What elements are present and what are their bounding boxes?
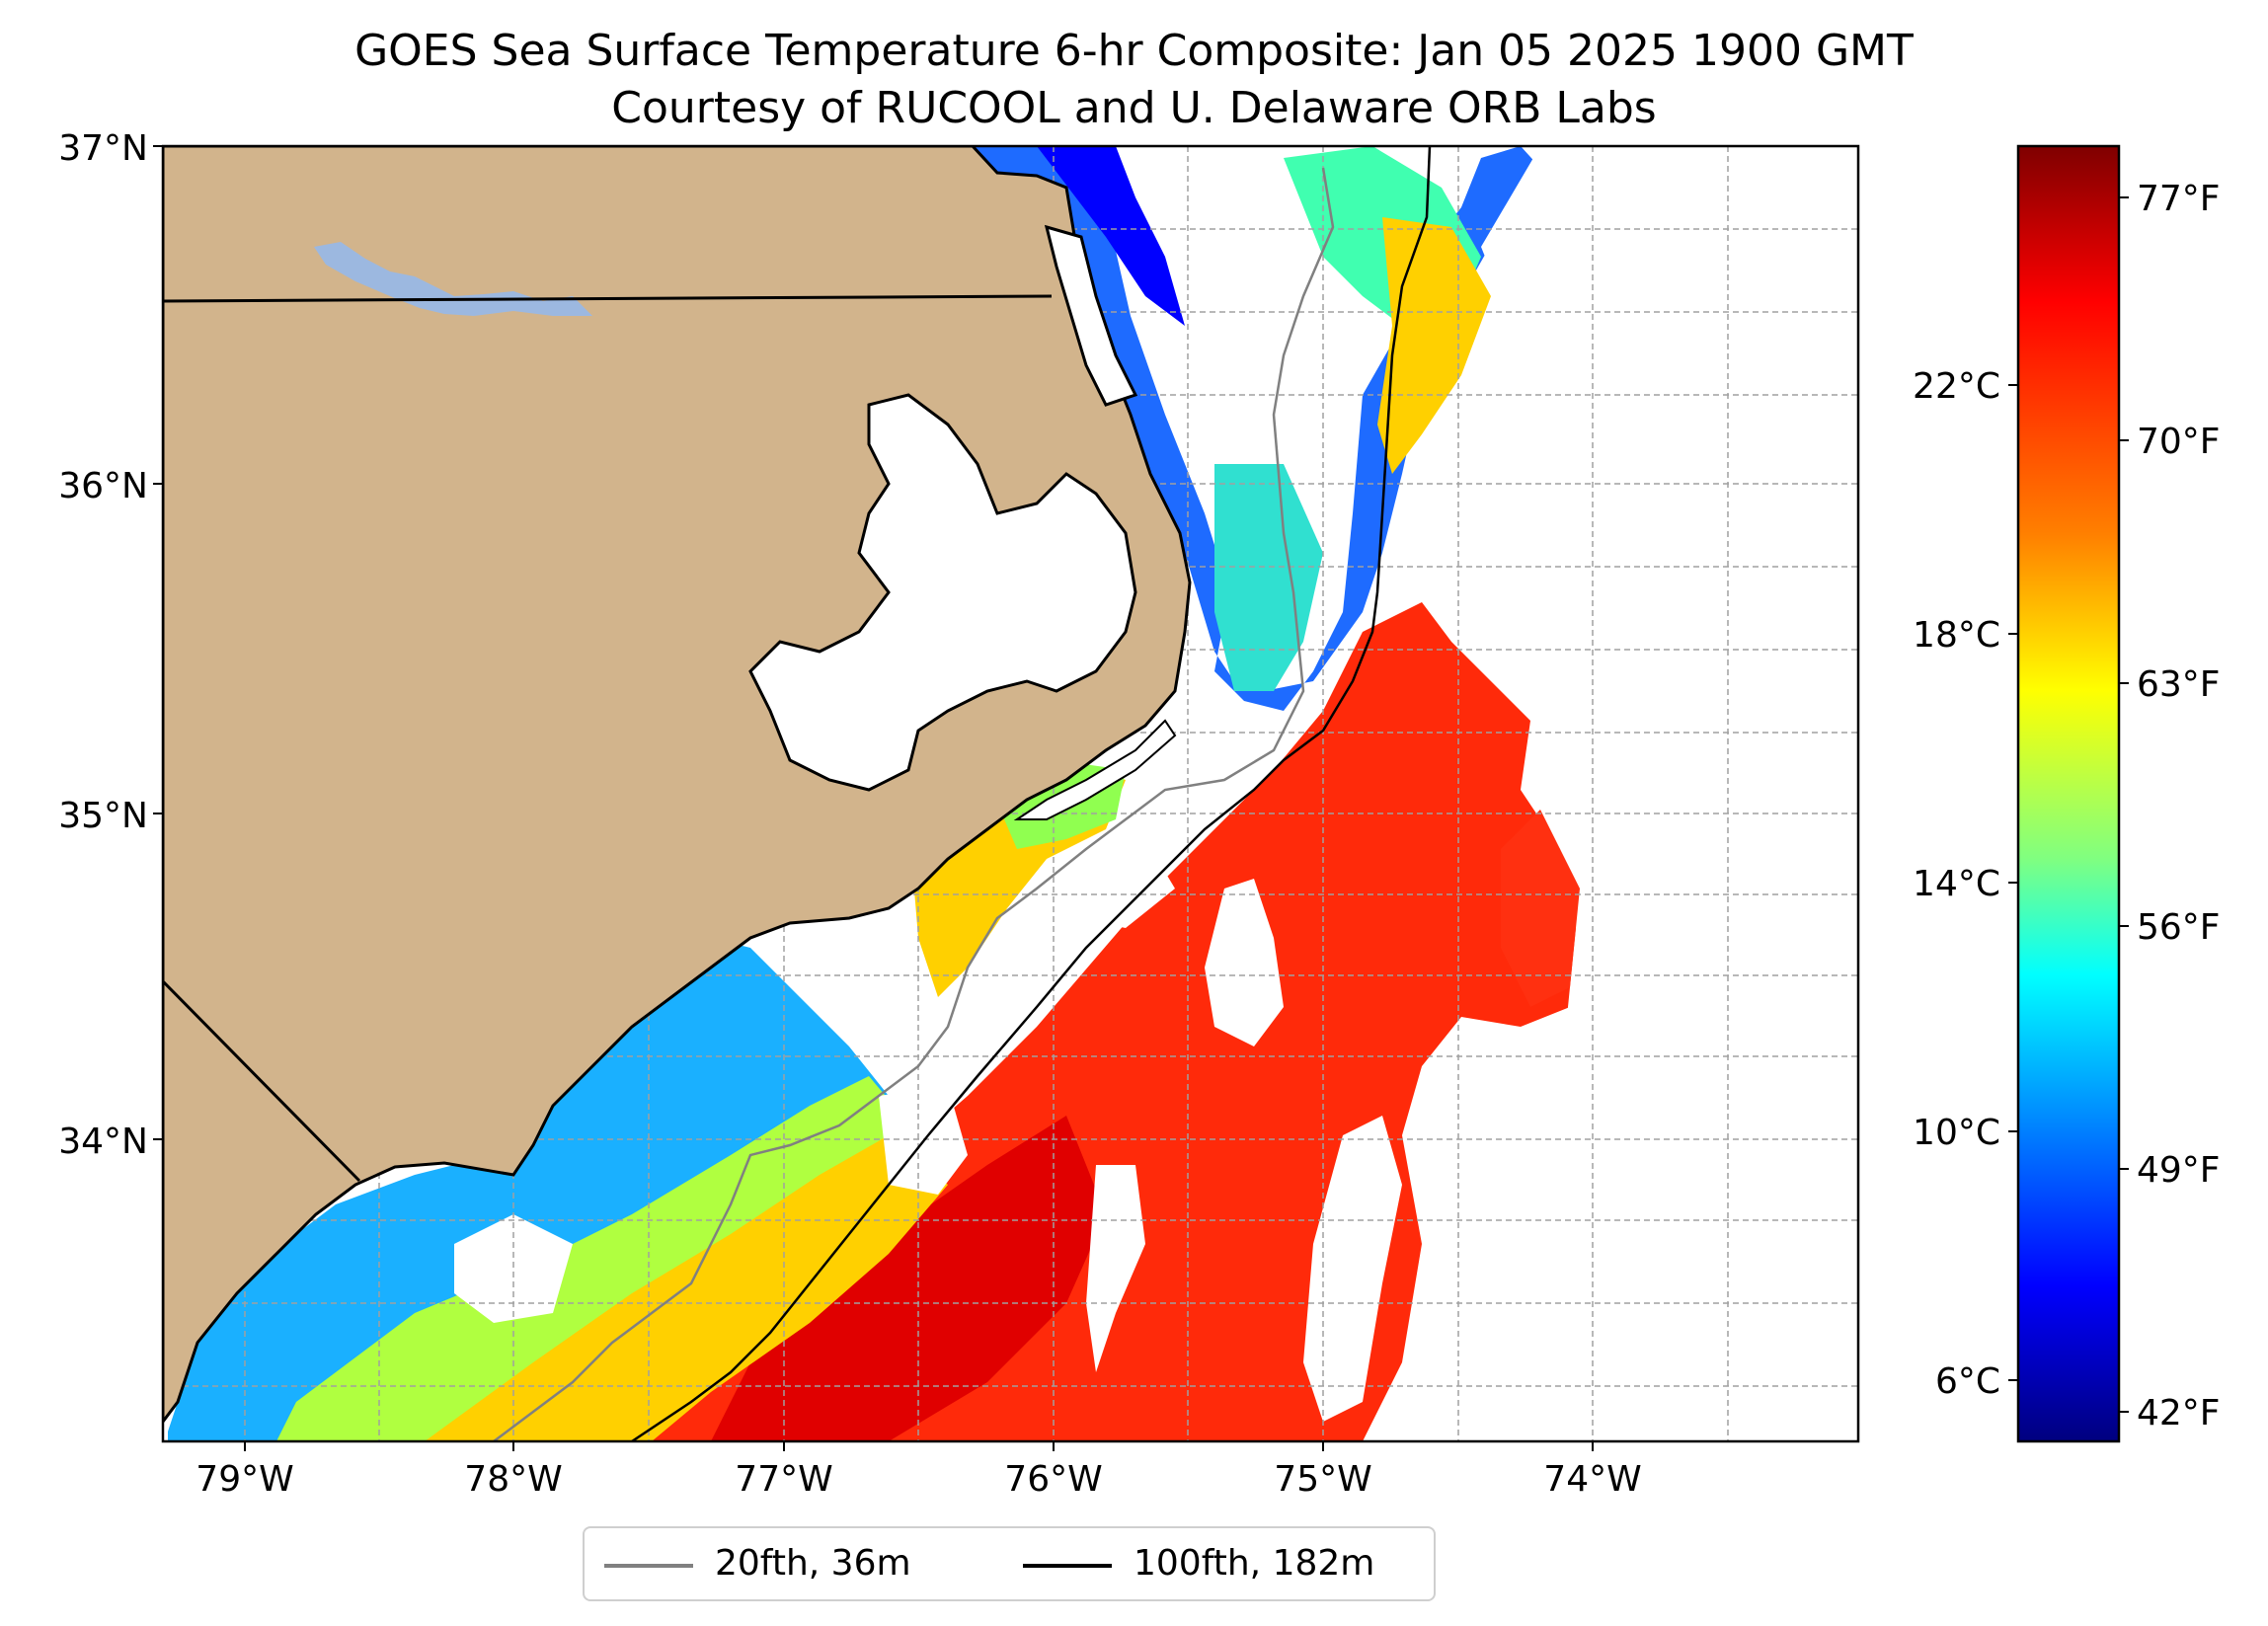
cold-water-region <box>973 146 1540 711</box>
currituck-sound <box>1044 224 1138 407</box>
cool-water-shelf <box>1214 464 1323 691</box>
lon-label: 77°W <box>735 1459 832 1500</box>
celsius-tick: 10°C <box>1913 1113 2000 1153</box>
isobath-20fth <box>493 167 1335 1441</box>
legend-label: 100fth, 182m <box>1134 1543 1375 1584</box>
nearshore-cool-water <box>168 938 889 1441</box>
lon-label: 78°W <box>464 1459 562 1500</box>
cloud-gap <box>1086 1165 1145 1372</box>
colorbar-celsius-ticks: 22°C 18°C 14°C 10°C 6°C <box>1913 366 2018 1402</box>
celsius-tick: 6°C <box>1935 1361 2000 1402</box>
warm-filament-north <box>1377 217 1491 474</box>
lat-label: 36°N <box>58 466 148 506</box>
legend-label: 20fth, 36m <box>715 1543 911 1584</box>
map-frame <box>161 144 1860 1443</box>
cloud-gap <box>1076 839 1175 928</box>
core-sound <box>1013 719 1177 820</box>
map-title: GOES Sea Surface Temperature 6-hr Compos… <box>354 26 1914 76</box>
cloud-gap <box>454 1214 573 1323</box>
gulf-stream-core <box>711 1116 1106 1441</box>
legend-line-black <box>1023 1564 1112 1568</box>
coldest-water-region <box>1037 146 1185 326</box>
colorbar-fahrenheit-ticks: 77°F 70°F 63°F 56°F 49°F 42°F <box>2119 179 2221 1433</box>
lat-label: 37°N <box>58 128 148 169</box>
midshelf-water <box>276 1076 918 1441</box>
legend-line-gray <box>604 1564 693 1568</box>
state-border-nc-sc <box>163 979 361 1183</box>
graticule <box>163 146 1858 1441</box>
lon-label: 74°W <box>1543 1459 1641 1500</box>
map-subtitle: Courtesy of RUCOOL and U. Delaware ORB L… <box>611 83 1657 133</box>
celsius-tick: 18°C <box>1913 615 2000 656</box>
warm-eddy <box>1501 810 1580 1007</box>
isobath-100fth <box>631 146 1432 1441</box>
isobath-lines <box>493 146 1432 1441</box>
lon-label: 79°W <box>196 1459 293 1500</box>
celsius-tick: 14°C <box>1913 864 2000 904</box>
longitude-labels: 79°W 78°W 77°W 76°W 75°W 74°W <box>196 1441 1642 1500</box>
fahrenheit-tick: 70°F <box>2137 422 2221 462</box>
fahrenheit-tick: 49°F <box>2137 1150 2221 1191</box>
latitude-labels: 37°N 36°N 35°N 34°N <box>58 128 163 1162</box>
state-border-va-nc <box>163 294 1053 303</box>
fahrenheit-tick: 77°F <box>2137 179 2221 219</box>
cloud-gap-east <box>1481 146 1858 1441</box>
colorbar <box>2016 144 2121 1443</box>
pamlico-albemarle-sound <box>748 393 1137 792</box>
lat-label: 35°N <box>58 796 148 836</box>
lat-label: 34°N <box>58 1122 148 1162</box>
fahrenheit-tick: 42°F <box>2137 1393 2221 1433</box>
cloud-gap <box>1303 1116 1402 1422</box>
lon-label: 76°W <box>1004 1459 1102 1500</box>
kerr-lake <box>314 242 592 316</box>
fahrenheit-tick: 63°F <box>2137 664 2221 705</box>
isobath-legend: 20fth, 36m 100fth, 182m <box>583 1526 1436 1601</box>
cloud-gap <box>1205 879 1284 1046</box>
celsius-tick: 22°C <box>1913 366 2000 407</box>
fahrenheit-tick: 56°F <box>2137 907 2221 948</box>
lon-label: 75°W <box>1274 1459 1371 1500</box>
